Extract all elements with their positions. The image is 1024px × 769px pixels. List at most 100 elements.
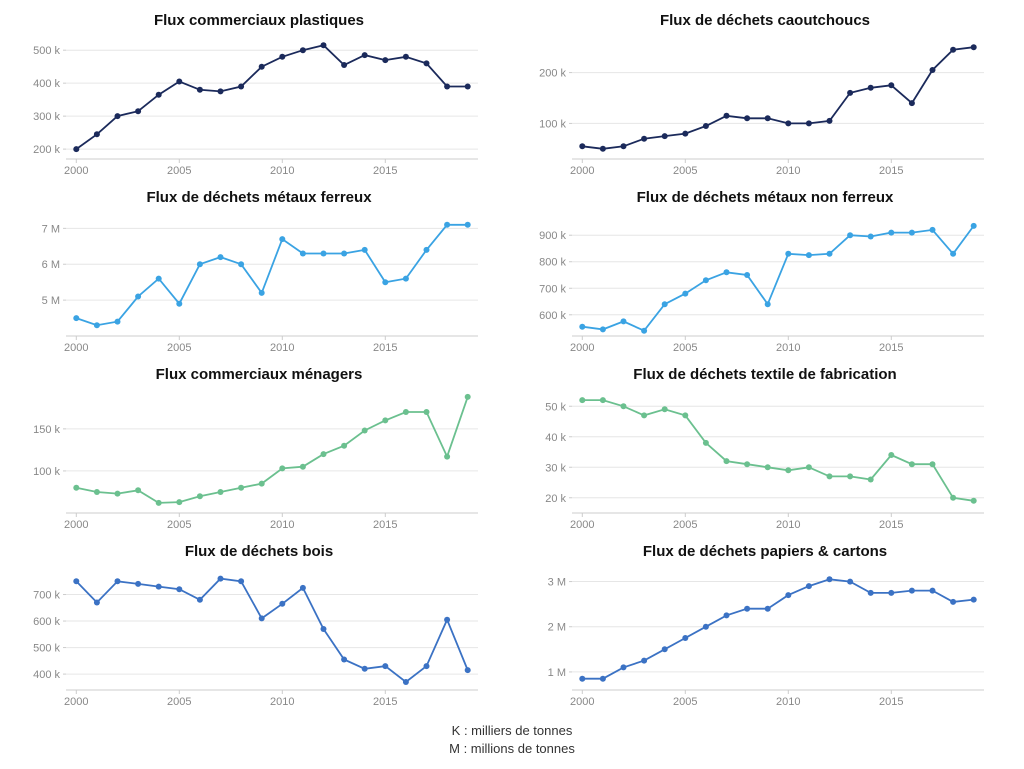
data-point bbox=[600, 326, 606, 332]
svg-text:40 k: 40 k bbox=[545, 432, 566, 444]
data-point bbox=[362, 666, 368, 672]
chart-panel-menagers: Flux commerciaux ménagers100 k150 k20002… bbox=[18, 366, 500, 535]
data-point bbox=[403, 679, 409, 685]
data-point bbox=[724, 269, 730, 275]
data-point bbox=[424, 247, 430, 253]
chart-panel-metaux_non_ferreux: Flux de déchets métaux non ferreux600 k7… bbox=[524, 189, 1006, 358]
data-point bbox=[682, 291, 688, 297]
data-point bbox=[785, 251, 791, 257]
svg-text:400 k: 400 k bbox=[33, 78, 60, 90]
svg-text:3 M: 3 M bbox=[548, 577, 566, 589]
chart-svg: 200 k300 k400 k500 k2000200520102015 bbox=[18, 31, 488, 181]
data-point bbox=[930, 227, 936, 233]
data-point bbox=[868, 590, 874, 596]
data-point bbox=[156, 500, 162, 506]
chart-panel-textile: Flux de déchets textile de fabrication20… bbox=[524, 366, 1006, 535]
svg-text:2010: 2010 bbox=[776, 519, 800, 531]
data-point bbox=[218, 489, 224, 495]
data-point bbox=[600, 676, 606, 682]
svg-text:2005: 2005 bbox=[673, 696, 697, 708]
data-point bbox=[279, 601, 285, 607]
chart-panel-caoutchoucs: Flux de déchets caoutchoucs100 k200 k200… bbox=[524, 12, 1006, 181]
svg-text:2005: 2005 bbox=[673, 342, 697, 354]
data-point bbox=[641, 412, 647, 418]
chart-title: Flux de déchets caoutchoucs bbox=[524, 12, 1006, 29]
data-point bbox=[362, 428, 368, 434]
data-point bbox=[341, 657, 347, 663]
chart-svg: 600 k700 k800 k900 k2000200520102015 bbox=[524, 208, 994, 358]
data-point bbox=[703, 624, 709, 630]
data-point bbox=[176, 79, 182, 85]
data-point bbox=[971, 498, 977, 504]
data-point bbox=[321, 626, 327, 632]
data-point bbox=[806, 464, 812, 470]
svg-text:2015: 2015 bbox=[373, 165, 397, 177]
data-point bbox=[424, 409, 430, 415]
svg-text:50 k: 50 k bbox=[545, 401, 566, 413]
svg-text:2005: 2005 bbox=[167, 342, 191, 354]
data-point bbox=[94, 489, 100, 495]
svg-text:30 k: 30 k bbox=[545, 462, 566, 474]
data-point bbox=[621, 664, 627, 670]
data-point bbox=[909, 100, 915, 106]
data-point bbox=[806, 252, 812, 258]
data-point bbox=[909, 230, 915, 236]
data-point bbox=[744, 272, 750, 278]
svg-text:2015: 2015 bbox=[373, 696, 397, 708]
data-point bbox=[341, 443, 347, 449]
data-point bbox=[94, 322, 100, 328]
chart-svg: 20 k30 k40 k50 k2000200520102015 bbox=[524, 385, 994, 535]
chart-title: Flux de déchets papiers & cartons bbox=[524, 543, 1006, 560]
svg-text:5 M: 5 M bbox=[42, 295, 60, 307]
data-point bbox=[971, 44, 977, 50]
data-point bbox=[135, 487, 141, 493]
data-point bbox=[156, 584, 162, 590]
svg-text:2010: 2010 bbox=[776, 165, 800, 177]
data-point bbox=[321, 251, 327, 257]
chart-title: Flux de déchets métaux ferreux bbox=[18, 189, 500, 206]
data-point bbox=[115, 319, 121, 325]
svg-text:2005: 2005 bbox=[673, 165, 697, 177]
data-point bbox=[259, 64, 265, 70]
svg-text:2000: 2000 bbox=[570, 342, 594, 354]
data-point bbox=[641, 136, 647, 142]
chart-title: Flux commerciaux plastiques bbox=[18, 12, 500, 29]
svg-text:2010: 2010 bbox=[270, 519, 294, 531]
svg-text:6 M: 6 M bbox=[42, 259, 60, 271]
svg-text:2 M: 2 M bbox=[548, 622, 566, 634]
svg-text:2010: 2010 bbox=[776, 696, 800, 708]
chart-panel-papiers: Flux de déchets papiers & cartons 1 M 2 M 3… bbox=[524, 543, 1006, 712]
data-point bbox=[238, 578, 244, 584]
data-point bbox=[73, 146, 79, 152]
data-point bbox=[724, 113, 730, 119]
chart-panel-plastiques: Flux commerciaux plastiques200 k300 k400… bbox=[18, 12, 500, 181]
series-line bbox=[76, 225, 467, 325]
data-point bbox=[950, 599, 956, 605]
svg-text:2000: 2000 bbox=[64, 696, 88, 708]
units-legend: K : milliers de tonnes M : millions de t… bbox=[18, 722, 1006, 757]
chart-svg: 5 M6 M7 M2000200520102015 bbox=[18, 208, 488, 358]
data-point bbox=[600, 146, 606, 152]
svg-text:2000: 2000 bbox=[570, 519, 594, 531]
legend-line-k: K : milliers de tonnes bbox=[18, 722, 1006, 740]
data-point bbox=[888, 230, 894, 236]
data-point bbox=[703, 123, 709, 129]
data-point bbox=[950, 251, 956, 257]
data-point bbox=[259, 290, 265, 296]
svg-text:900 k: 900 k bbox=[539, 230, 566, 242]
data-point bbox=[444, 617, 450, 623]
svg-text:1 M: 1 M bbox=[548, 667, 566, 679]
data-point bbox=[135, 294, 141, 300]
chart-panel-metaux_ferreux: Flux de déchets métaux ferreux5 M6 M7 M2… bbox=[18, 189, 500, 358]
data-point bbox=[73, 485, 79, 491]
data-point bbox=[176, 301, 182, 307]
chart-svg: 400 k500 k600 k700 k2000200520102015 bbox=[18, 562, 488, 712]
data-point bbox=[176, 499, 182, 505]
svg-text:2010: 2010 bbox=[270, 342, 294, 354]
svg-text:500 k: 500 k bbox=[33, 45, 60, 57]
data-point bbox=[465, 84, 471, 90]
data-point bbox=[909, 588, 915, 594]
data-point bbox=[888, 590, 894, 596]
data-point bbox=[579, 143, 585, 149]
data-point bbox=[341, 62, 347, 68]
